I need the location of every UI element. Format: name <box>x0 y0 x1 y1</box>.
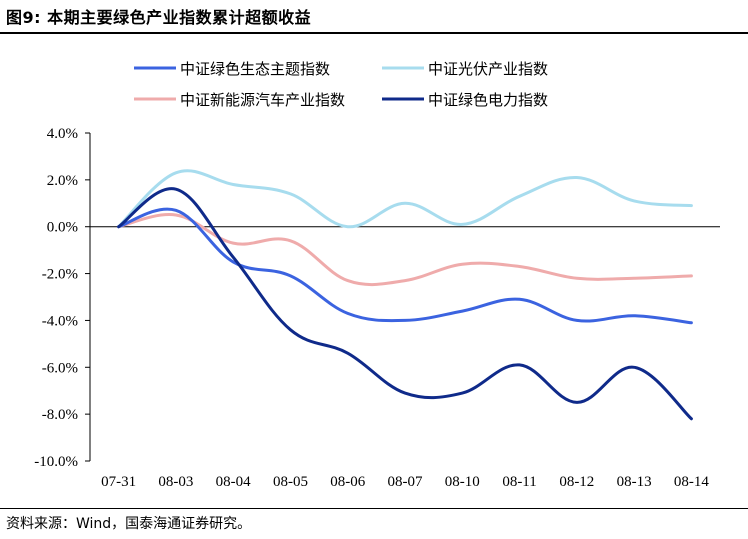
source-note: 资料来源：Wind，国泰海通证券研究。 <box>6 516 252 532</box>
x-tick-label: 08-11 <box>502 474 536 490</box>
y-tick-label: -4.0% <box>42 313 78 329</box>
title-rule <box>0 32 748 34</box>
x-tick-label: 08-10 <box>445 474 480 490</box>
series-line-2 <box>117 169 693 229</box>
legend-label: 中证光伏产业指数 <box>428 60 548 78</box>
x-tick-label: 08-03 <box>158 474 193 490</box>
source-rule <box>0 508 748 509</box>
figure-title: 图9: 本期主要绿色产业指数累计超额收益 <box>6 8 312 27</box>
series-line-3 <box>117 213 693 287</box>
chart-axes: 4.0% 2.0% 0.0% -2.0% -4.0% -6.0% -8.0% -10.0% 07… <box>34 126 720 490</box>
chart-series <box>117 169 693 421</box>
x-tick-label: 08-04 <box>216 474 251 490</box>
legend-label: 中证绿色电力指数 <box>428 91 548 109</box>
series-line-4 <box>117 187 693 421</box>
x-tick-label: 07-31 <box>101 474 136 490</box>
x-tick-label: 08-06 <box>330 474 365 490</box>
series-line-1 <box>117 207 693 325</box>
y-tick-label: -6.0% <box>42 360 78 376</box>
y-tick-label: 4.0% <box>47 126 78 142</box>
x-tick-label: 08-13 <box>617 474 652 490</box>
y-tick-label: 0.0% <box>47 220 78 236</box>
legend-label: 中证绿色生态主题指数 <box>180 60 330 78</box>
x-tick-label: 08-07 <box>388 474 423 490</box>
x-tick-label: 08-12 <box>559 474 594 490</box>
y-tick-label: 2.0% <box>47 173 78 189</box>
y-tick-label: -10.0% <box>34 454 78 470</box>
x-tick-label: 08-14 <box>674 474 709 490</box>
y-tick-label: -8.0% <box>42 407 78 423</box>
x-tick-label: 08-05 <box>273 474 308 490</box>
legend-label: 中证新能源汽车产业指数 <box>180 91 345 109</box>
y-tick-label: -2.0% <box>42 267 78 283</box>
